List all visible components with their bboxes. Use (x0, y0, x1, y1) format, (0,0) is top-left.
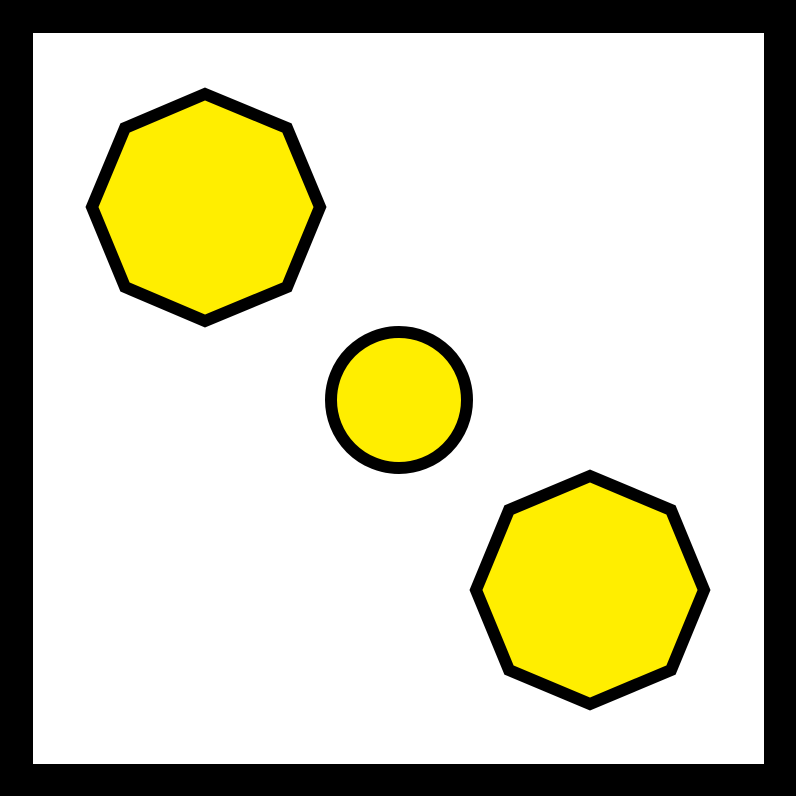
octagon-top-left (85, 87, 327, 328)
circle-center (325, 326, 473, 474)
octagon-bottom-right (469, 469, 711, 711)
